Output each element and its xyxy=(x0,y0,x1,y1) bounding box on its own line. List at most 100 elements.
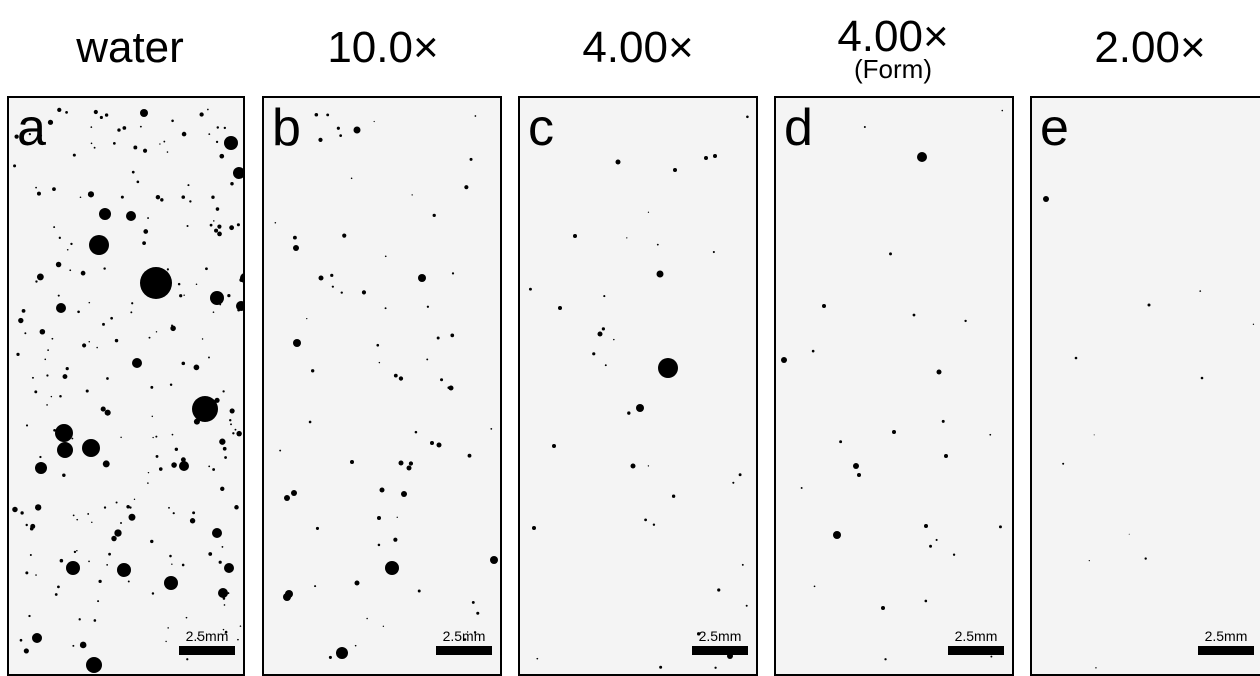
panel-letter: c xyxy=(528,99,554,157)
droplet xyxy=(97,600,100,603)
droplet xyxy=(219,438,226,445)
droplet xyxy=(195,283,198,285)
scale-bar: 2.5mm xyxy=(436,628,492,655)
droplet xyxy=(414,430,418,434)
droplet xyxy=(224,630,228,634)
droplet xyxy=(177,282,181,286)
droplet xyxy=(120,436,122,439)
droplet xyxy=(114,338,119,343)
droplet xyxy=(696,632,701,636)
droplet xyxy=(129,506,132,509)
droplet xyxy=(592,352,596,356)
droplet xyxy=(936,369,942,375)
droplet xyxy=(18,317,24,324)
droplet xyxy=(102,460,110,468)
droplet xyxy=(339,134,343,138)
droplet xyxy=(644,518,647,522)
droplet xyxy=(857,473,861,477)
droplet xyxy=(174,447,179,451)
droplet xyxy=(448,385,454,391)
droplet xyxy=(467,453,472,458)
droplet xyxy=(436,336,440,340)
droplet xyxy=(65,366,69,371)
droplet xyxy=(140,267,172,299)
droplet xyxy=(229,225,235,231)
droplet xyxy=(430,441,434,445)
droplet xyxy=(117,563,131,577)
droplet xyxy=(150,539,154,544)
droplet xyxy=(180,457,186,463)
droplet xyxy=(223,126,227,130)
droplet xyxy=(223,604,226,606)
droplet xyxy=(398,460,404,466)
droplet xyxy=(179,461,189,471)
droplet xyxy=(181,131,187,137)
droplet xyxy=(82,439,100,457)
droplet xyxy=(65,431,69,435)
droplet xyxy=(171,462,177,468)
droplet xyxy=(102,322,105,326)
droplet xyxy=(87,513,90,515)
droplet xyxy=(207,108,209,111)
droplet xyxy=(196,637,199,640)
droplet xyxy=(217,224,222,229)
droplet xyxy=(552,444,556,448)
scale-bar: 2.5mm xyxy=(1198,628,1254,655)
droplet xyxy=(745,604,748,607)
droplet xyxy=(209,223,213,227)
droplet xyxy=(57,442,73,458)
droplet xyxy=(212,311,215,313)
droplet xyxy=(336,647,348,659)
droplet xyxy=(28,133,31,136)
droplet xyxy=(217,231,222,237)
droplet xyxy=(143,229,149,234)
droplet xyxy=(279,449,282,452)
droplet xyxy=(171,563,173,565)
droplet xyxy=(293,245,299,251)
droplet xyxy=(165,640,167,643)
droplet xyxy=(169,554,172,558)
droplet xyxy=(892,430,896,434)
heading-water: water xyxy=(5,0,255,95)
scale-bar-label: 2.5mm xyxy=(1204,628,1248,644)
droplet xyxy=(935,538,938,541)
droplet xyxy=(224,136,238,150)
heading-title: 10.0× xyxy=(327,22,439,72)
droplet xyxy=(601,327,605,331)
droplet xyxy=(36,273,44,281)
droplet xyxy=(89,235,109,255)
droplet xyxy=(159,143,161,145)
droplet xyxy=(66,561,80,575)
droplet xyxy=(59,558,64,563)
droplet xyxy=(377,516,381,520)
droplet xyxy=(354,644,357,647)
heading-title: 2.00× xyxy=(1094,22,1206,72)
droplet xyxy=(234,505,239,510)
droplet xyxy=(220,486,225,492)
scale-bar-line xyxy=(1198,646,1254,655)
droplet xyxy=(78,618,81,621)
droplet xyxy=(215,207,220,211)
droplet xyxy=(39,455,42,459)
droplet xyxy=(717,588,721,592)
droplet xyxy=(14,134,19,139)
heading-title: 4.00× xyxy=(582,22,694,72)
heading-subtitle: (Form) xyxy=(854,53,932,84)
droplet xyxy=(46,404,48,406)
droplet xyxy=(35,462,47,474)
droplet xyxy=(800,487,803,489)
droplet xyxy=(93,663,96,666)
droplet xyxy=(615,159,621,165)
droplet xyxy=(87,445,89,447)
droplet xyxy=(110,316,113,320)
droplet xyxy=(881,606,885,610)
droplet xyxy=(447,386,451,389)
droplet xyxy=(214,397,220,403)
scale-bar-label: 2.5mm xyxy=(698,628,742,644)
droplet xyxy=(20,511,24,515)
droplet xyxy=(436,442,442,448)
droplet xyxy=(558,306,562,310)
panel-d: d 2.5mm xyxy=(774,96,1014,676)
droplet xyxy=(151,592,155,595)
droplet xyxy=(671,494,676,498)
